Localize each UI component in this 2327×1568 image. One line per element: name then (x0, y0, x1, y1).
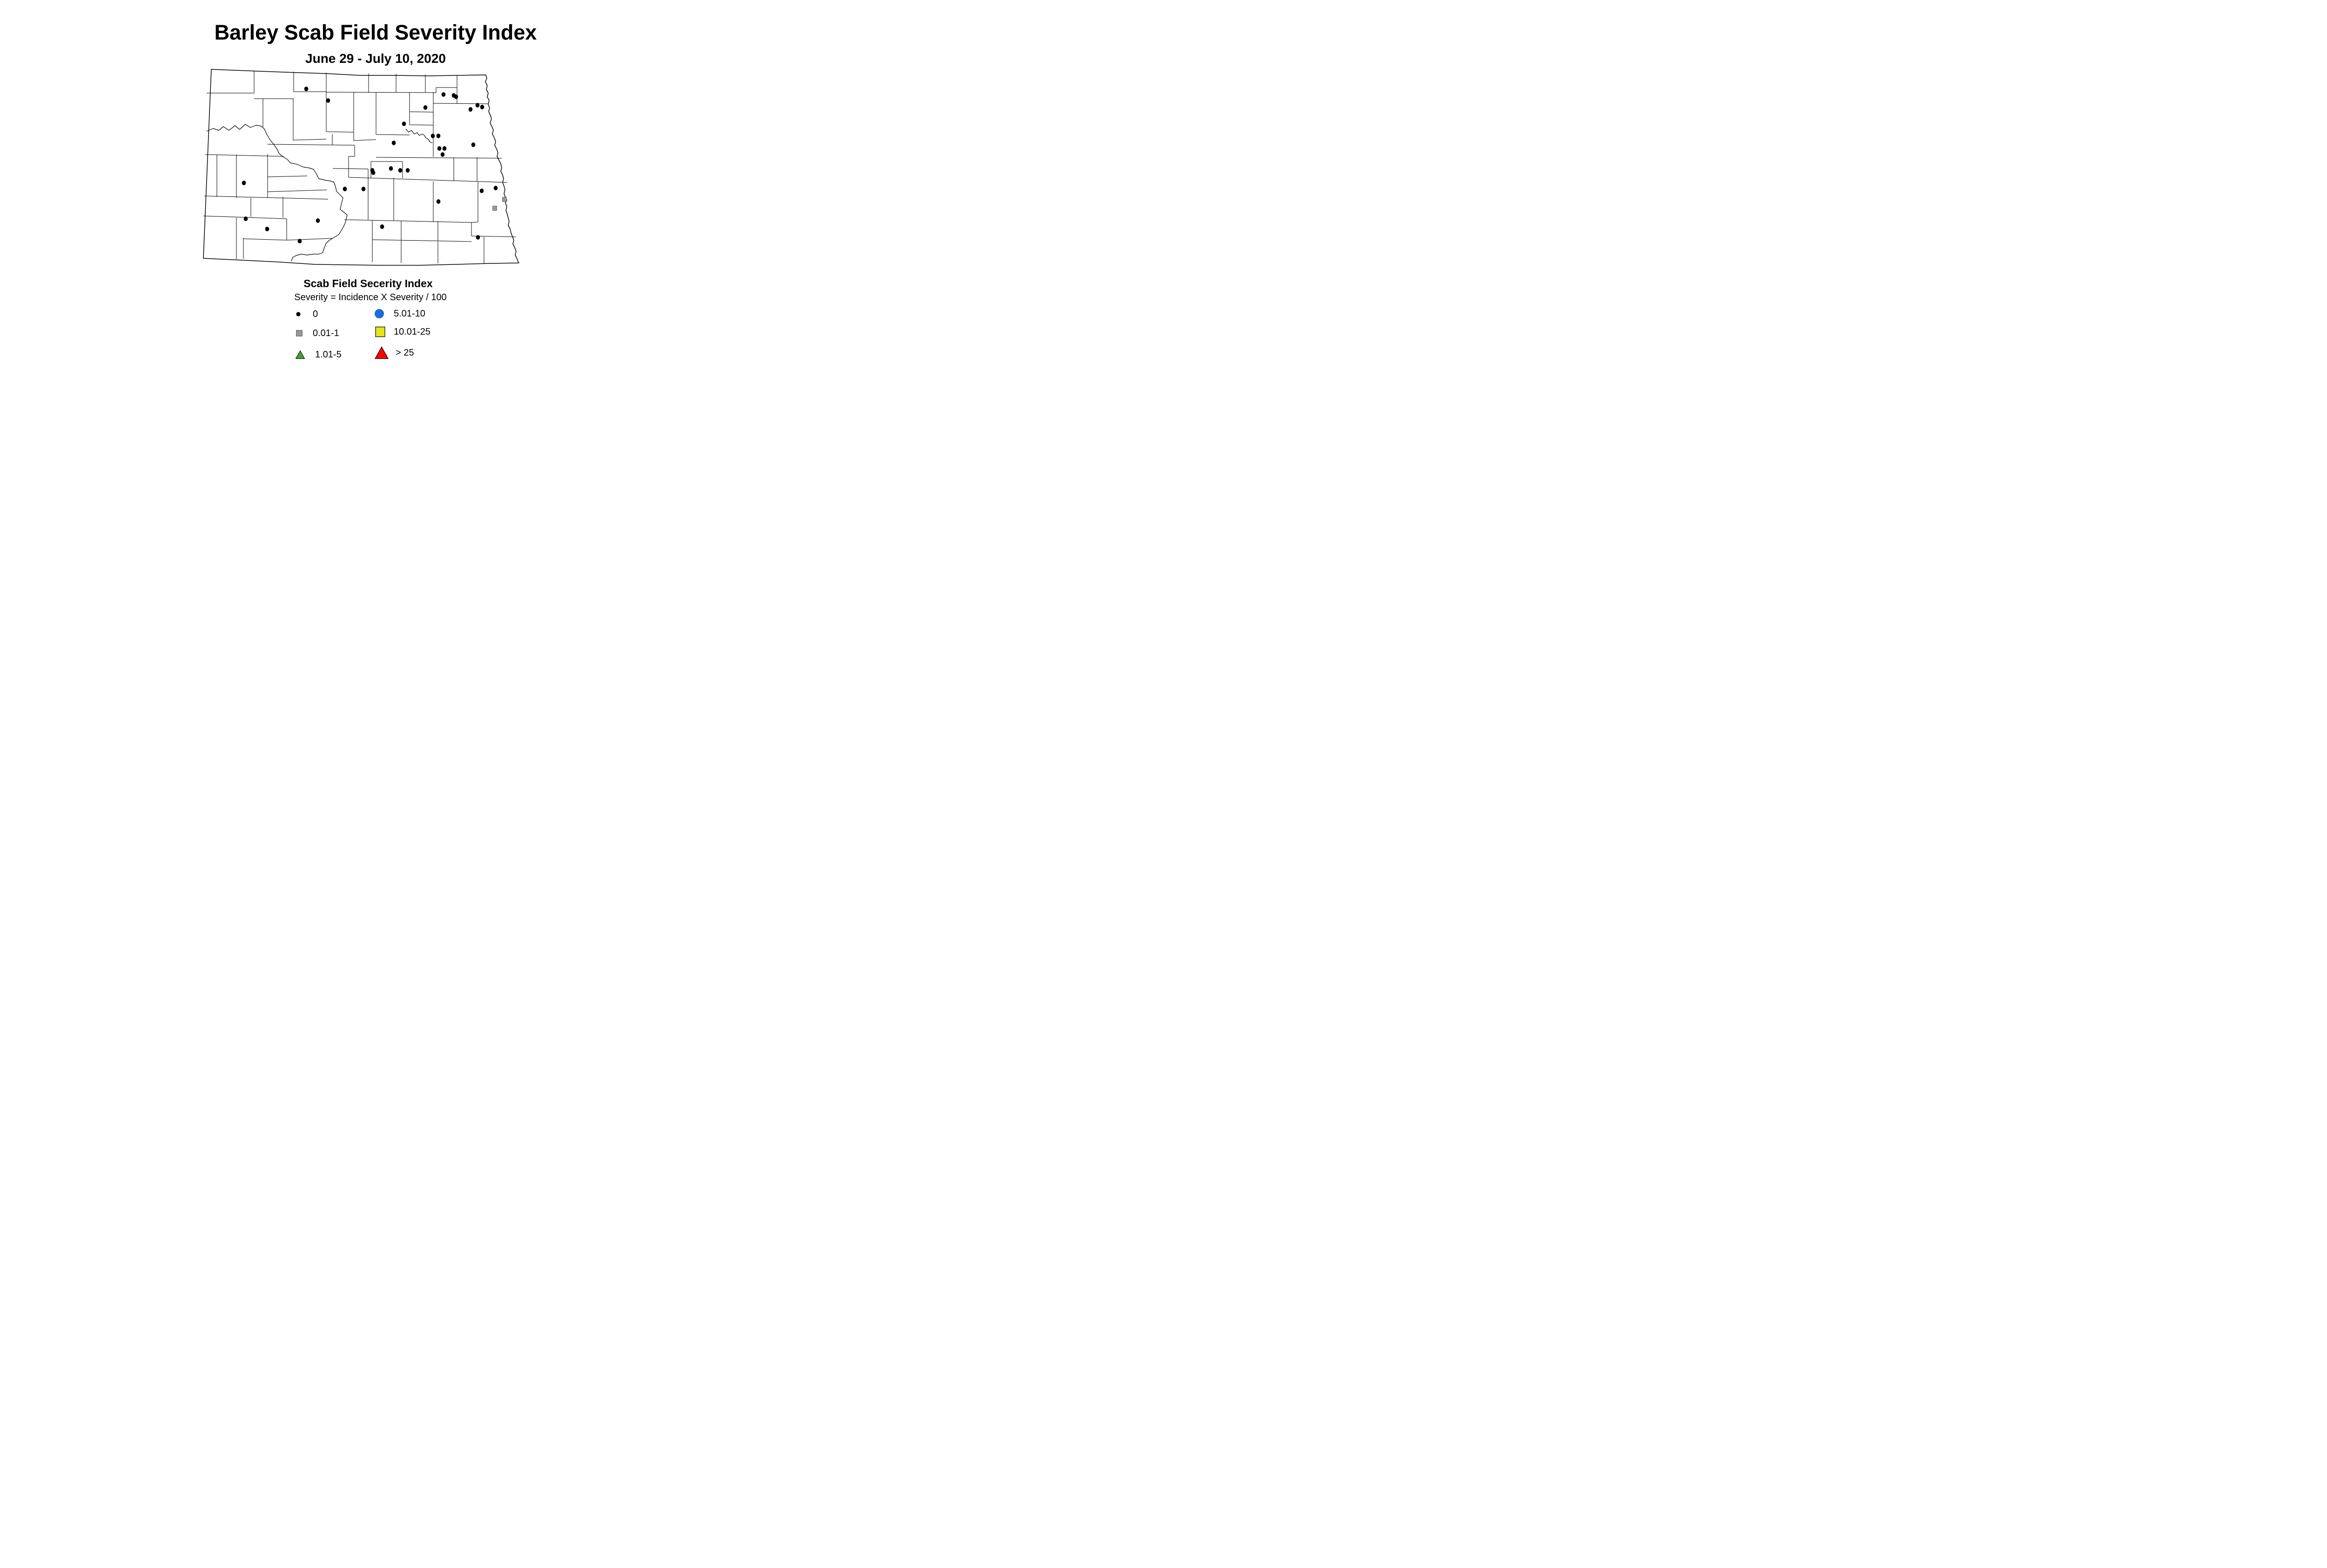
legend-formula: Severity = Incidence X Severity / 100 (294, 292, 447, 303)
field-marker-zero (297, 239, 302, 243)
devils-lake (405, 128, 433, 143)
field-marker-zero (475, 103, 480, 108)
legend-blue-circle-icon (375, 309, 384, 318)
field-marker-zero (243, 216, 248, 221)
county-boundaries (203, 71, 516, 264)
field-marker-zero (371, 170, 376, 175)
field-marker-zero (442, 146, 447, 151)
field-marker-zero (471, 142, 476, 147)
field-marker-zero (389, 166, 393, 171)
field-marker-zero (476, 235, 480, 240)
legend-label-0-01-1: 0.01-1 (313, 328, 339, 338)
legend-red-triangle-icon (374, 346, 389, 359)
field-marker-zero (316, 218, 320, 223)
field-marker-zero (265, 227, 269, 231)
field-marker-zero (405, 168, 410, 173)
field-marker-zero (480, 105, 484, 109)
field-marker-zero (493, 186, 498, 190)
page-title: Barley Scab Field Severity Index (214, 20, 537, 44)
field-marker-zero (242, 181, 246, 185)
field-marker-low (502, 197, 507, 202)
page: Barley Scab Field Severity Index June 29… (0, 0, 751, 392)
field-marker-zero (437, 146, 442, 151)
field-marker-zero (391, 141, 396, 145)
field-marker-zero (304, 87, 309, 91)
north-dakota-county-map (203, 69, 519, 266)
field-marker-zero (454, 94, 458, 99)
legend-gray-square-icon (296, 330, 303, 336)
legend-label-1-01-5: 1.01-5 (315, 350, 342, 360)
field-marker-zero (441, 92, 446, 97)
field-marker-zero (436, 134, 441, 138)
legend-green-triangle-icon (295, 350, 305, 359)
field-marker-zero (402, 121, 406, 126)
field-marker-zero (343, 187, 347, 191)
state-outline (203, 69, 519, 266)
legend-label-10-01-25: 10.01-25 (394, 327, 430, 337)
field-marker-low (492, 206, 497, 211)
field-marker-zero (436, 199, 441, 204)
page-subtitle: June 29 - July 10, 2020 (305, 51, 446, 66)
field-marker-zero (479, 188, 484, 193)
field-marker-zero (423, 105, 428, 110)
field-marker-zero (398, 168, 403, 173)
legend-title: Scab Field Secerity Index (303, 277, 433, 289)
field-marker-zero (361, 187, 366, 191)
field-marker-zero (468, 107, 473, 112)
field-marker-zero (380, 224, 384, 229)
field-marker-zero (430, 134, 435, 138)
legend-black-dot-icon (296, 312, 301, 316)
field-marker-zero (326, 98, 330, 103)
field-marker-zero (440, 152, 445, 157)
legend-label-0: 0 (313, 309, 318, 319)
legend-label-gt-25: > 25 (396, 348, 414, 358)
legend-label-5-01-10: 5.01-10 (394, 309, 425, 319)
field-marker-layer (242, 87, 507, 243)
legend-yellow-square-icon (375, 326, 385, 337)
missouri-river-lake-sakakawea (206, 124, 348, 262)
